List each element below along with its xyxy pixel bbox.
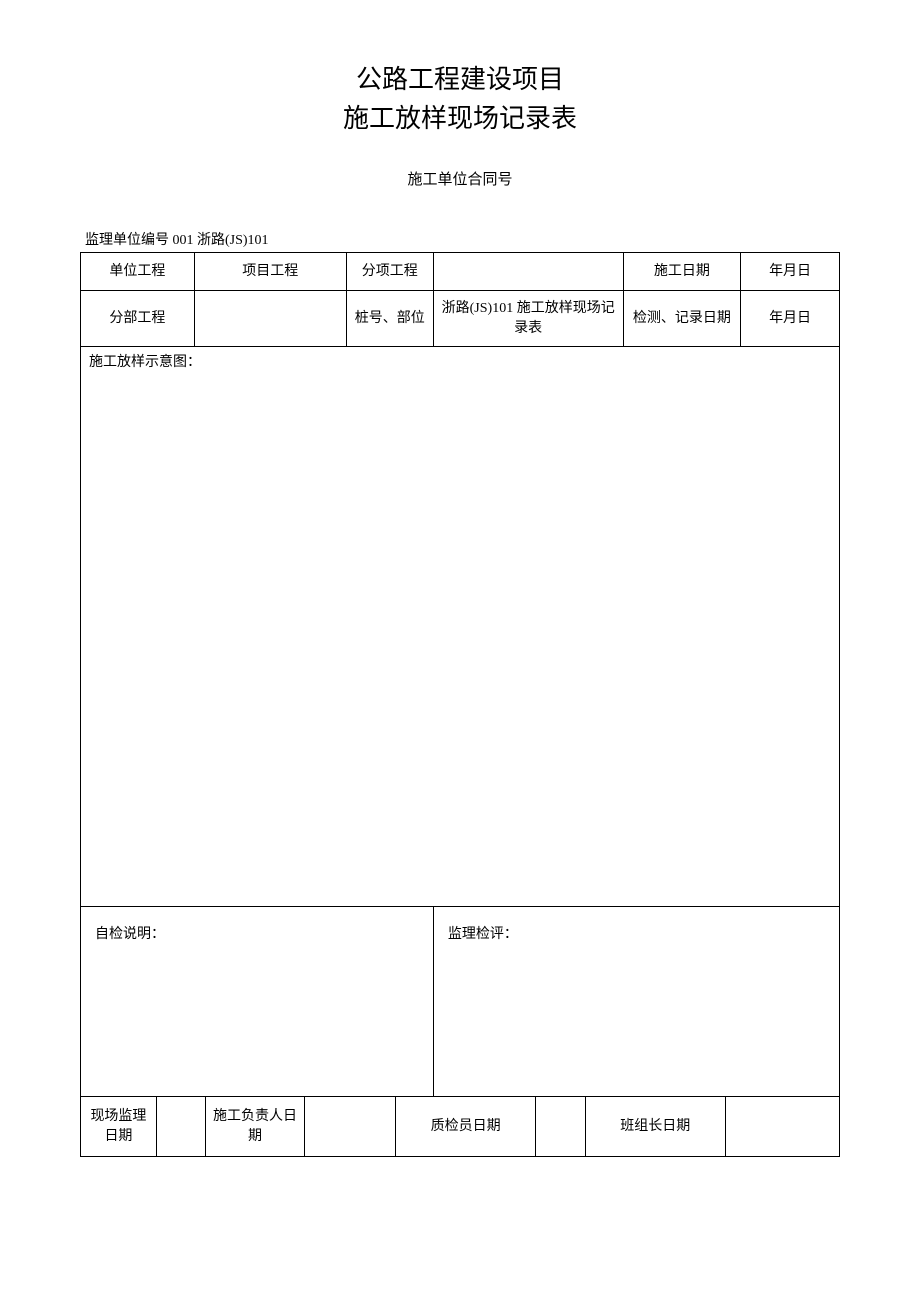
cell-item-project-label: 项目工程 [194,253,346,291]
inspector-date-label: 质检员日期 [395,1097,535,1157]
team-leader-date-value [725,1097,839,1157]
subtitle: 施工单位合同号 [80,168,840,189]
title-line-1: 公路工程建设项目 [80,60,840,99]
cell-division-project-label: 分部工程 [81,291,195,347]
diagram-row: 施工放样示意图： [81,347,840,907]
site-supervisor-date-label: 现场监理日期 [81,1097,157,1157]
cell-unit-project-label: 单位工程 [81,253,195,291]
cell-record-date-label: 检测、记录日期 [623,291,741,347]
pre-table-info: 监理单位编号 001 浙路(JS)101 [80,229,840,249]
cell-stake-location-label: 桩号、部位 [346,291,433,347]
cell-construction-date-label: 施工日期 [623,253,741,291]
check-row: 自检说明： 监理检评： [81,907,840,1097]
table-header-row-2: 分部工程 桩号、部位 浙路(JS)101 施工放样现场记录表 检测、记录日期 年… [81,291,840,347]
construction-manager-date-value [304,1097,395,1157]
self-check-cell: 自检说明： [81,907,434,1097]
title-line-2: 施工放样现场记录表 [80,99,840,138]
cell-subitem-project-label: 分项工程 [346,253,433,291]
diagram-area: 施工放样示意图： [81,347,840,907]
record-table: 单位工程 项目工程 分项工程 施工日期 年月日 分部工程 桩号、部位 浙路(JS… [80,252,840,1157]
team-leader-date-label: 班组长日期 [585,1097,725,1157]
table-header-row-1: 单位工程 项目工程 分项工程 施工日期 年月日 [81,253,840,291]
construction-manager-date-label: 施工负责人日期 [206,1097,305,1157]
cell-division-project-value [194,291,346,347]
page-title-block: 公路工程建设项目 施工放样现场记录表 [80,60,840,138]
signature-row: 现场监理日期 施工负责人日期 质检员日期 班组长日期 [81,1097,840,1157]
cell-record-date-value: 年月日 [741,291,840,347]
supervision-check-cell: 监理检评： [433,907,839,1097]
inspector-date-value [536,1097,585,1157]
site-supervisor-date-value [156,1097,205,1157]
cell-stake-location-value: 浙路(JS)101 施工放样现场记录表 [433,291,623,347]
cell-construction-date-value: 年月日 [741,253,840,291]
cell-subitem-project-value [433,253,623,291]
